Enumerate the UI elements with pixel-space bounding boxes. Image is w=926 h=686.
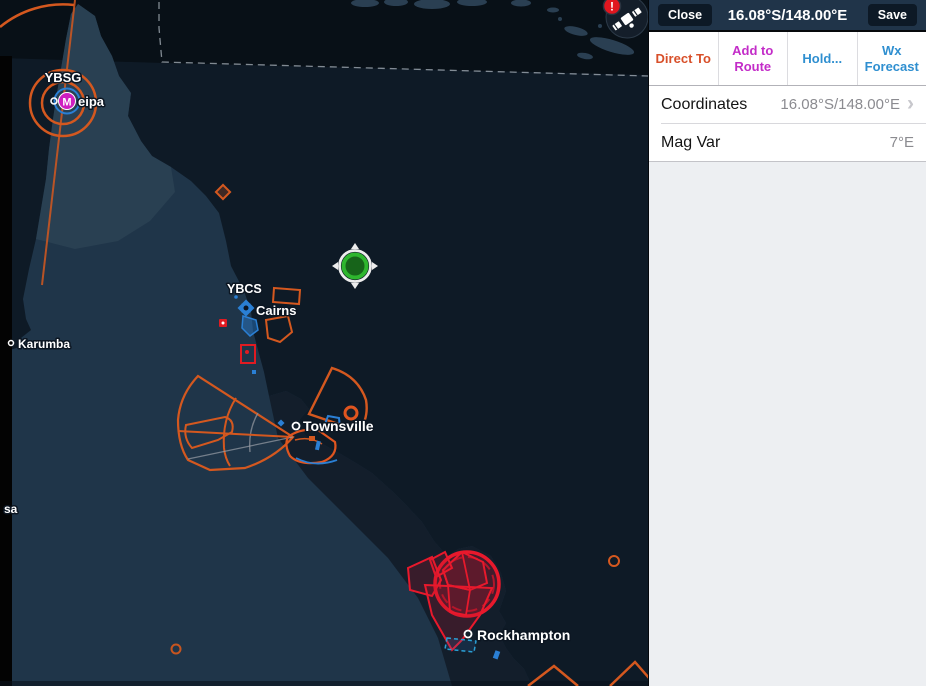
mag-var-label: Mag Var (661, 133, 721, 151)
detail-rows: Coordinates 16.08°S/148.00°E › Mag Var 7… (649, 86, 926, 162)
mag-var-row: Mag Var 7°E (649, 124, 926, 161)
land-cape-york (36, 4, 175, 249)
marker-bar-blue-2 (492, 650, 501, 660)
close-button[interactable]: Close (658, 4, 713, 26)
city-label-cairns: Cairns (256, 303, 296, 318)
city-dot-townsville (291, 421, 301, 431)
add-to-route-button[interactable]: Add to Route (719, 32, 788, 85)
chevron-right-icon: › (907, 92, 914, 116)
airspace-blue-dashed (444, 637, 477, 653)
action-bar: Direct To Add to Route Hold... Wx Foreca… (649, 32, 926, 86)
marker-pentagon-blue (323, 414, 342, 433)
heliport-weipa[interactable]: M (50, 87, 81, 115)
panel-empty-area (649, 162, 926, 686)
airspace-bottom-chevrons (527, 660, 648, 686)
airport-label-ybsg: YBSG (45, 70, 82, 85)
city-dot-rockhampton (463, 629, 473, 639)
alert-badge-text: ! (610, 0, 614, 14)
islands-north (351, 0, 635, 60)
city-dot-weipa (50, 97, 58, 105)
city-dot-karumba (7, 339, 15, 347)
waypoint-detail-panel: Close 16.08°S/148.00°E Save Direct To Ad… (648, 0, 926, 686)
airspace-rockhampton-danger (406, 550, 501, 652)
marker-circle-orange-2 (170, 643, 182, 655)
airspace-cairns-ctr (241, 315, 259, 337)
city-label-townsville: Townsville (303, 418, 374, 434)
marker-dot-blue-2 (252, 370, 256, 374)
panel-title: 16.08°S/148.00°E (727, 6, 848, 24)
direct-to-button[interactable]: Direct To (649, 32, 719, 85)
airspace-cairns (264, 286, 302, 344)
wx-forecast-button[interactable]: Wx Forecast (858, 32, 926, 85)
fir-boundary-line (158, 2, 648, 77)
panel-header: Close 16.08°S/148.00°E Save (649, 0, 926, 32)
airspace-townsville-ne-sector (307, 366, 368, 433)
airport-icon-ybcs[interactable] (237, 299, 255, 317)
map-svg[interactable]: M YBSG eipa (0, 0, 648, 686)
obstacle-markers-cairns (219, 319, 256, 364)
marker-bar-blue (315, 440, 321, 451)
marker-diamond-blue (277, 419, 285, 427)
alert-badge (602, 0, 622, 16)
row-separator (661, 123, 926, 124)
mag-var-value: 7°E (889, 134, 914, 151)
coordinates-value: 16.08°S/148.00°E (780, 96, 900, 113)
map-canvas[interactable]: M YBSG eipa (0, 0, 648, 686)
airport-label-ybcs: YBCS (227, 282, 262, 296)
city-label-weipa: eipa (78, 94, 105, 109)
marker-circle-orange (608, 555, 620, 567)
city-label-karumba: Karumba (18, 337, 70, 351)
airspace-ybsg-rings (0, 0, 98, 286)
save-button[interactable]: Save (867, 4, 917, 26)
map-bottom-shade (0, 681, 648, 686)
marker-ring-orange (343, 405, 359, 421)
airspace-townsville-fan (176, 374, 338, 472)
heliport-letter: M (62, 97, 71, 109)
coordinates-label: Coordinates (661, 95, 748, 113)
satellite-status-button[interactable]: ! (602, 0, 649, 39)
marker-square-orange (309, 436, 315, 441)
marker-dot-blue (234, 295, 238, 299)
city-label-rockhampton: Rockhampton (477, 627, 570, 643)
coordinates-row[interactable]: Coordinates 16.08°S/148.00°E › (649, 86, 926, 123)
hold-button[interactable]: Hold... (788, 32, 858, 85)
satellite-icon (612, 7, 642, 31)
selected-waypoint-marker[interactable] (332, 243, 378, 289)
city-label-mount-isa-partial: sa (4, 502, 18, 516)
map-left-gutter (0, 56, 12, 686)
airspace-diamond (214, 183, 232, 201)
